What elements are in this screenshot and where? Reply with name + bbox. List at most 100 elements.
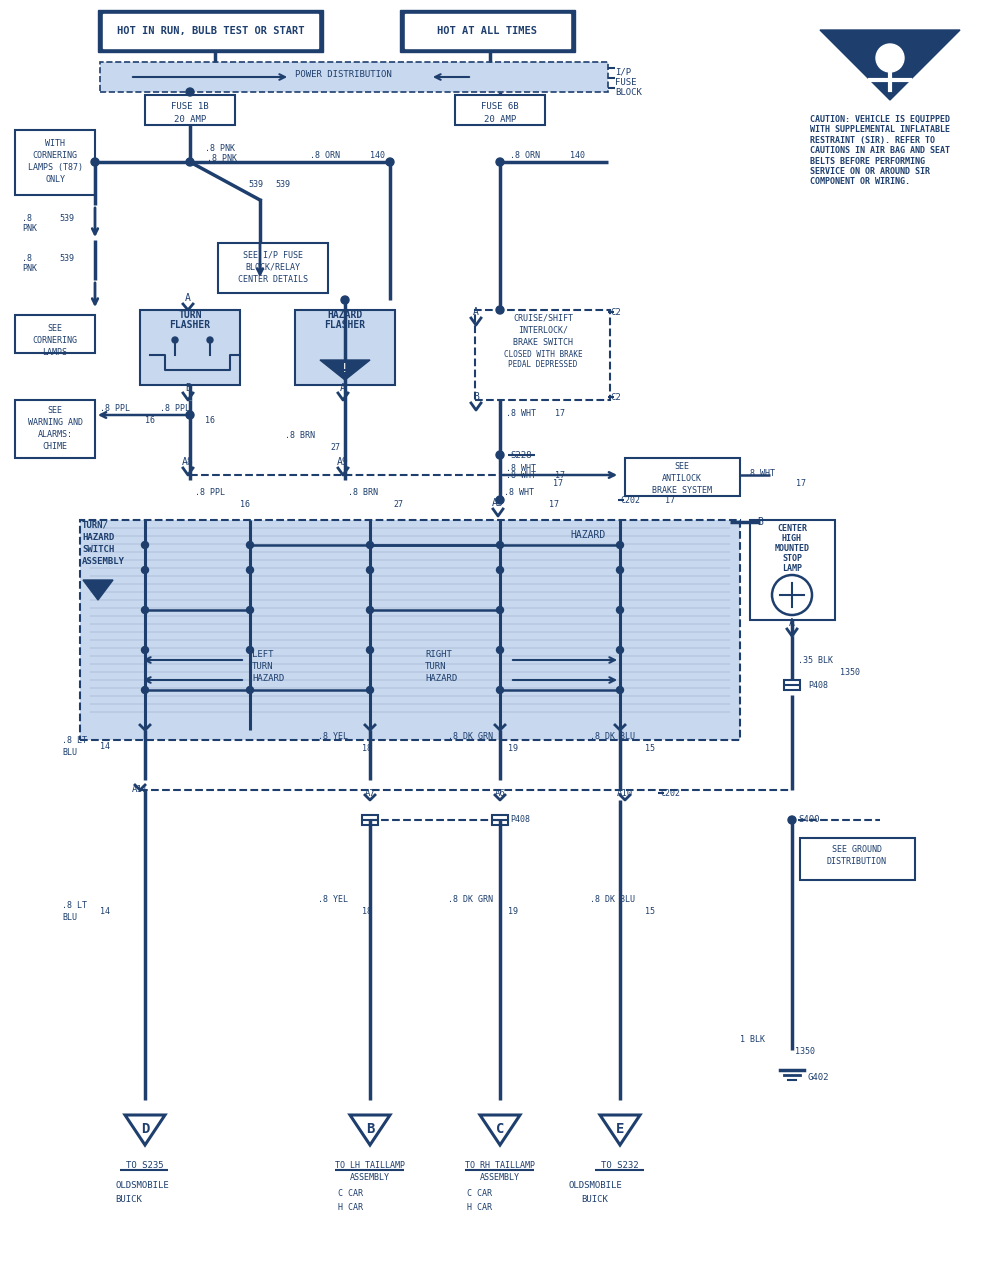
Text: ANTILOCK: ANTILOCK bbox=[662, 473, 702, 482]
Circle shape bbox=[496, 306, 504, 314]
Circle shape bbox=[876, 44, 904, 72]
Text: .8: .8 bbox=[22, 254, 32, 263]
Text: C: C bbox=[496, 1122, 504, 1136]
Text: 17: 17 bbox=[796, 478, 806, 487]
Bar bbox=[15, 315, 95, 353]
Text: .8 BRN: .8 BRN bbox=[285, 431, 314, 440]
Text: CENTER DETAILS: CENTER DETAILS bbox=[238, 274, 308, 283]
Text: .35 BLK: .35 BLK bbox=[798, 655, 833, 664]
Circle shape bbox=[367, 686, 374, 694]
Text: 19: 19 bbox=[508, 908, 518, 917]
Circle shape bbox=[497, 646, 504, 654]
Text: TO S235: TO S235 bbox=[126, 1160, 164, 1169]
Circle shape bbox=[788, 817, 796, 824]
Polygon shape bbox=[350, 1115, 390, 1145]
Circle shape bbox=[141, 567, 148, 573]
Text: A11: A11 bbox=[132, 786, 148, 795]
Text: .8 WHT: .8 WHT bbox=[506, 470, 536, 479]
Bar bbox=[100, 62, 608, 92]
Text: C202: C202 bbox=[620, 496, 640, 505]
Text: 539: 539 bbox=[59, 214, 74, 223]
Text: BLU: BLU bbox=[62, 747, 77, 756]
Text: 15: 15 bbox=[645, 908, 655, 917]
Text: 539: 539 bbox=[275, 179, 290, 188]
Text: CHIME: CHIME bbox=[42, 441, 68, 450]
Text: P408: P408 bbox=[808, 681, 828, 690]
Text: HAZARD: HAZARD bbox=[328, 310, 363, 320]
Text: .8 ORN: .8 ORN bbox=[510, 150, 540, 159]
Text: TURN: TURN bbox=[178, 310, 202, 320]
Text: 20 AMP: 20 AMP bbox=[173, 114, 206, 123]
Bar bbox=[405, 14, 570, 47]
Text: LAMP: LAMP bbox=[782, 564, 802, 573]
Text: B: B bbox=[757, 517, 763, 527]
Text: B: B bbox=[185, 383, 191, 394]
Text: A6: A6 bbox=[495, 788, 505, 797]
Text: A5: A5 bbox=[492, 497, 504, 508]
Text: 17: 17 bbox=[555, 409, 565, 418]
Bar bbox=[140, 310, 240, 385]
Text: C202: C202 bbox=[660, 788, 680, 797]
Text: .8 DK BLU: .8 DK BLU bbox=[590, 896, 635, 905]
Text: CAUTION: VEHICLE IS EQUIPPED
WITH SUPPLEMENTAL INFLATABLE
RESTRAINT (SIR). REFER: CAUTION: VEHICLE IS EQUIPPED WITH SUPPLE… bbox=[810, 115, 950, 186]
Text: 539: 539 bbox=[248, 179, 263, 188]
Circle shape bbox=[207, 337, 213, 344]
Text: A7: A7 bbox=[365, 788, 375, 797]
Text: BLOCK/RELAY: BLOCK/RELAY bbox=[246, 263, 300, 272]
Text: 140: 140 bbox=[570, 150, 585, 159]
Text: WARNING AND: WARNING AND bbox=[27, 418, 83, 427]
Circle shape bbox=[367, 646, 374, 654]
Text: 17: 17 bbox=[555, 470, 565, 479]
Text: .8 ORN: .8 ORN bbox=[310, 150, 340, 159]
Text: SEE: SEE bbox=[47, 405, 62, 414]
Text: CORNERING: CORNERING bbox=[32, 150, 78, 159]
Text: ASSEMBLY: ASSEMBLY bbox=[480, 1173, 520, 1182]
Text: C CAR: C CAR bbox=[468, 1188, 493, 1197]
Text: 20 AMP: 20 AMP bbox=[484, 114, 516, 123]
Text: TO LH TAILLAMP: TO LH TAILLAMP bbox=[335, 1160, 405, 1169]
Circle shape bbox=[247, 646, 253, 654]
Text: 19: 19 bbox=[508, 744, 518, 753]
Text: 15: 15 bbox=[645, 744, 655, 753]
Bar bbox=[750, 520, 835, 620]
Bar bbox=[362, 815, 378, 826]
Text: HAZARD: HAZARD bbox=[252, 673, 284, 682]
Circle shape bbox=[141, 646, 148, 654]
Circle shape bbox=[496, 158, 504, 165]
Text: BLOCK: BLOCK bbox=[615, 87, 642, 96]
Circle shape bbox=[247, 686, 253, 694]
Text: .8 YEL: .8 YEL bbox=[318, 896, 348, 905]
Text: .8 YEL: .8 YEL bbox=[318, 732, 348, 741]
Text: .8 PPL: .8 PPL bbox=[195, 487, 225, 496]
Text: .8 PNK: .8 PNK bbox=[207, 154, 237, 163]
Text: SEE: SEE bbox=[674, 462, 689, 470]
Text: 14: 14 bbox=[100, 741, 110, 750]
Text: CLOSED WITH BRAKE: CLOSED WITH BRAKE bbox=[504, 350, 583, 359]
Text: D: D bbox=[141, 1122, 149, 1136]
Text: 14: 14 bbox=[100, 906, 110, 915]
Text: BRAKE SWITCH: BRAKE SWITCH bbox=[513, 337, 573, 346]
Text: BUICK: BUICK bbox=[582, 1196, 609, 1205]
Text: FUSE: FUSE bbox=[615, 77, 636, 86]
Text: A: A bbox=[789, 618, 795, 628]
Text: .8 PPL: .8 PPL bbox=[160, 404, 190, 413]
Text: LAMPS: LAMPS bbox=[42, 347, 68, 356]
Bar bbox=[295, 310, 395, 385]
Text: 18: 18 bbox=[362, 908, 372, 917]
Bar bbox=[400, 10, 575, 53]
Bar bbox=[800, 838, 915, 879]
Circle shape bbox=[141, 686, 148, 694]
Text: S228: S228 bbox=[510, 450, 531, 459]
Circle shape bbox=[247, 606, 253, 614]
Text: .8 WHT: .8 WHT bbox=[745, 468, 775, 477]
Bar bbox=[98, 10, 323, 53]
Text: .8 WHT: .8 WHT bbox=[506, 464, 536, 473]
Text: 16: 16 bbox=[240, 500, 250, 509]
Text: A: A bbox=[340, 383, 346, 394]
Circle shape bbox=[497, 606, 504, 614]
Text: G402: G402 bbox=[808, 1073, 830, 1082]
Text: H CAR: H CAR bbox=[338, 1203, 363, 1211]
Bar bbox=[103, 14, 318, 47]
Polygon shape bbox=[600, 1115, 640, 1145]
Text: PNK: PNK bbox=[22, 223, 37, 232]
